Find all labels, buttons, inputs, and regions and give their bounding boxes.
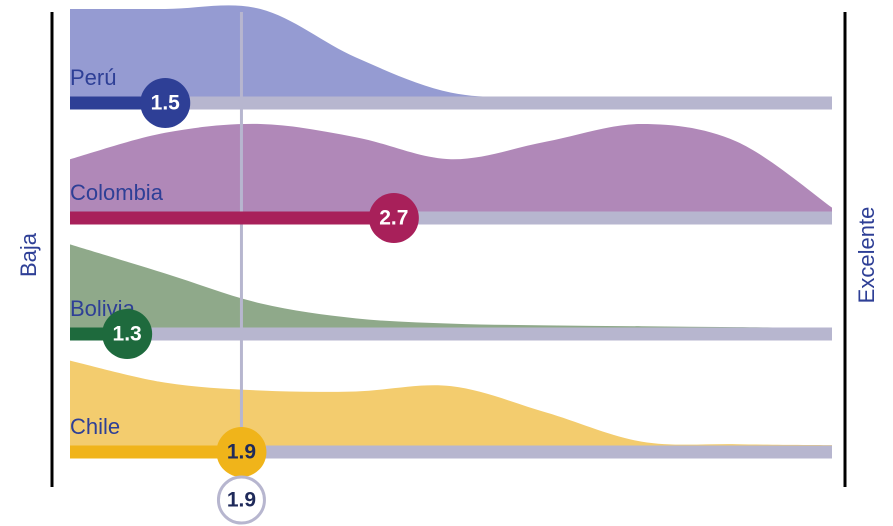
right-label: Excelente [854, 207, 879, 304]
density-area [70, 244, 832, 328]
score-bar [70, 445, 242, 459]
track [70, 96, 832, 110]
score-marker [102, 309, 153, 359]
score-label: 1.5 [151, 92, 181, 115]
density-area [70, 5, 832, 98]
left-label: Baja [16, 232, 41, 277]
score-marker [368, 193, 419, 243]
density-area [70, 123, 832, 212]
score-bar [70, 211, 394, 225]
score-marker [140, 78, 191, 128]
score-label: 1.3 [113, 323, 142, 346]
overall-label: 1.9 [227, 489, 256, 512]
score-label: 2.7 [379, 207, 408, 230]
track [70, 327, 832, 341]
row-label: Colombia [70, 180, 164, 205]
overall-marker [216, 475, 266, 525]
score-label: 1.9 [227, 441, 256, 464]
row-label: Perú [70, 65, 116, 90]
row-label: Chile [70, 414, 120, 439]
density-area [70, 360, 832, 446]
score-marker [216, 427, 267, 477]
